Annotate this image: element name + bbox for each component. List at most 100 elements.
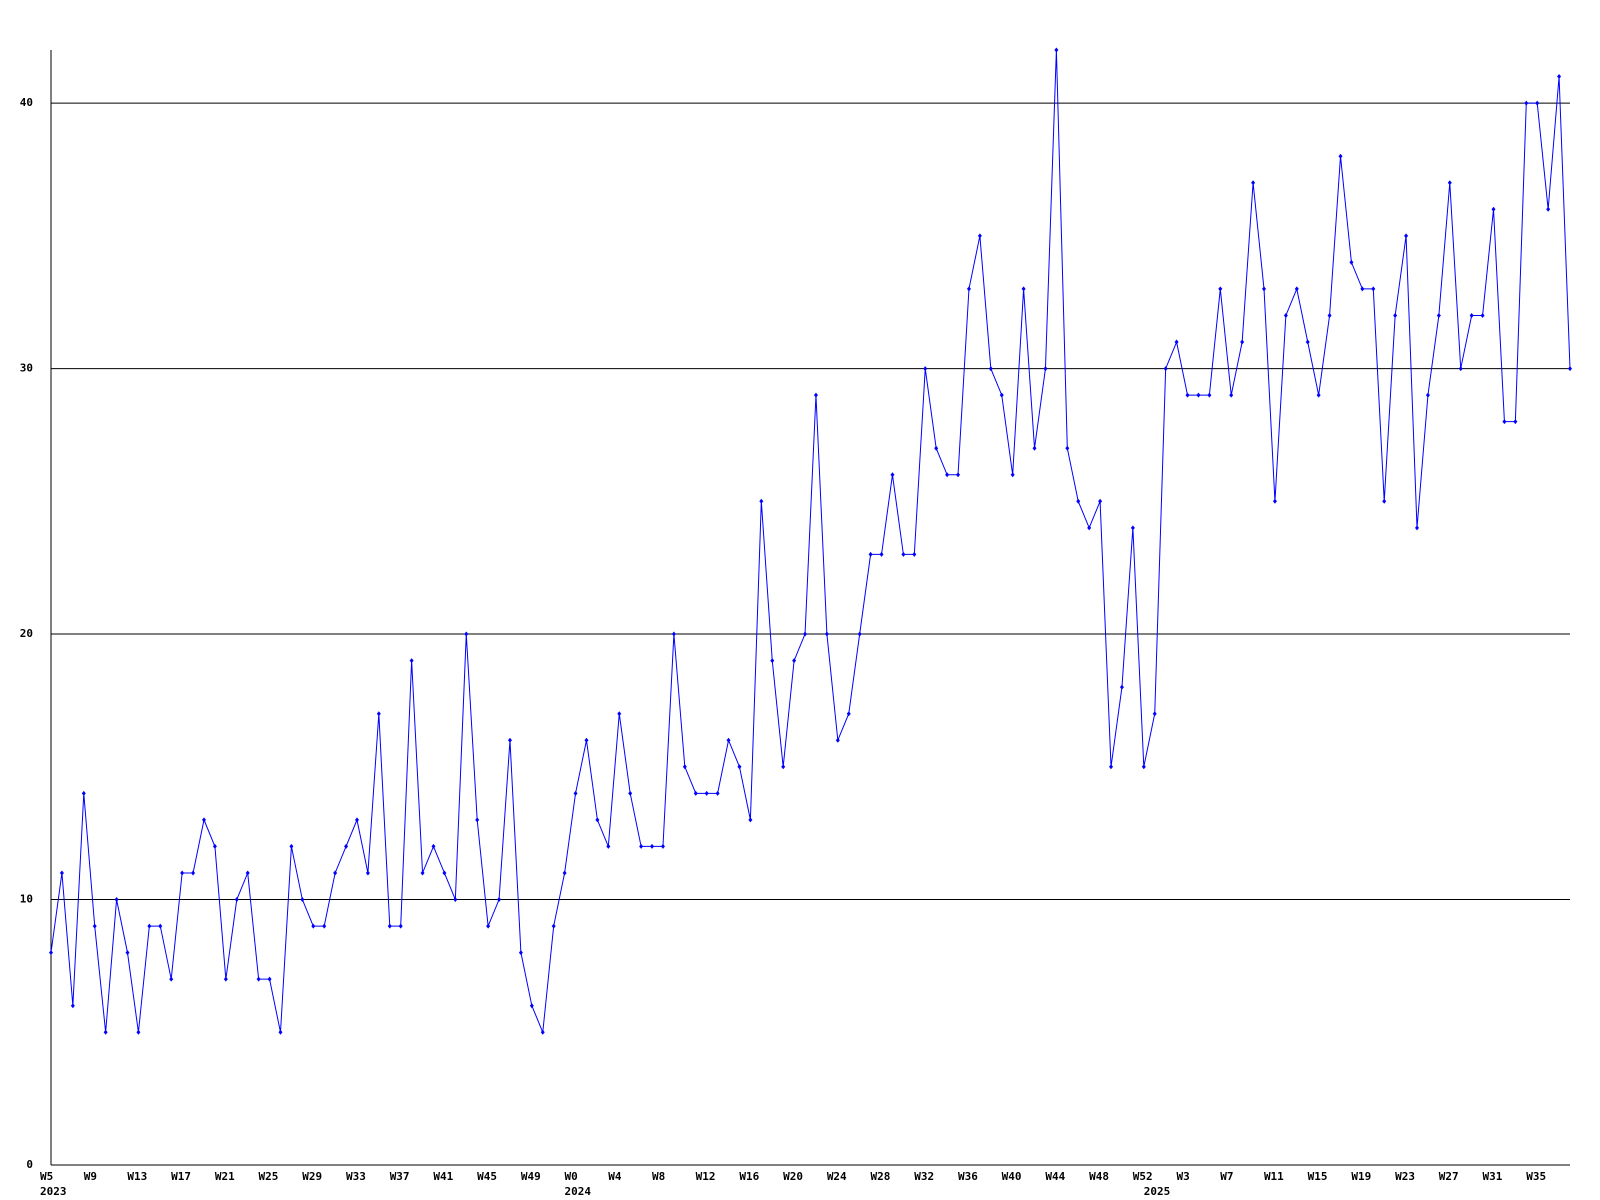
data-point (354, 817, 359, 823)
data-point (245, 870, 250, 876)
data-point (1546, 206, 1551, 212)
data-point (267, 976, 272, 982)
data-point (1054, 47, 1059, 53)
data-point (803, 631, 808, 637)
data-point (1065, 445, 1070, 451)
data-point (540, 1029, 545, 1035)
data-point (1513, 419, 1518, 425)
x-tick-label: W21 (215, 1170, 235, 1183)
data-point (1174, 339, 1179, 345)
data-line (50, 49, 1571, 1033)
x-tick-label: W0 (565, 1170, 578, 1183)
x-tick-label: W11 (1264, 1170, 1284, 1183)
data-point (1436, 312, 1441, 318)
data-point (114, 897, 119, 903)
data-point (212, 843, 217, 849)
data-point (1458, 366, 1463, 372)
data-point (1557, 74, 1562, 80)
data-point (1316, 392, 1321, 398)
data-point (1349, 259, 1354, 265)
x-year-label: 2025 (1144, 1185, 1171, 1198)
data-point (1032, 445, 1037, 451)
data-point (628, 790, 633, 796)
data-point (1141, 764, 1146, 770)
data-point (49, 950, 53, 956)
data-point (59, 870, 64, 876)
data-point (322, 923, 327, 929)
x-tick-label: W44 (1045, 1170, 1065, 1183)
data-point (824, 631, 829, 637)
data-point (988, 366, 993, 372)
x-tick-label: W41 (433, 1170, 453, 1183)
data-point (671, 631, 676, 637)
data-point (606, 843, 611, 849)
data-point (453, 897, 458, 903)
data-point (1491, 206, 1496, 212)
x-tick-label: W20 (783, 1170, 803, 1183)
data-point (1469, 312, 1474, 318)
data-point (857, 631, 862, 637)
data-point (1425, 392, 1430, 398)
data-point (693, 790, 698, 796)
x-tick-label: W36 (958, 1170, 978, 1183)
data-point (191, 870, 196, 876)
data-point (81, 790, 86, 796)
data-point (387, 923, 392, 929)
data-point (945, 472, 950, 478)
data-point (1480, 312, 1485, 318)
data-point (311, 923, 316, 929)
data-point (1229, 392, 1234, 398)
data-point (573, 790, 578, 796)
x-tick-label: W37 (390, 1170, 410, 1183)
data-point (1294, 286, 1299, 292)
x-tick-label: W32 (914, 1170, 934, 1183)
data-point (1185, 392, 1190, 398)
data-point (1087, 525, 1092, 531)
data-point (770, 658, 775, 664)
x-tick-label: W24 (827, 1170, 847, 1183)
y-tick-label: 0 (26, 1158, 33, 1171)
data-point (966, 286, 971, 292)
data-point (868, 551, 873, 557)
data-point (1535, 100, 1540, 106)
data-point (1130, 525, 1135, 531)
data-point (464, 631, 469, 637)
data-point (1262, 286, 1267, 292)
data-point (1152, 711, 1157, 717)
data-point (1021, 286, 1026, 292)
data-point (1272, 498, 1277, 504)
y-tick-label: 20 (20, 627, 33, 640)
data-point (475, 817, 480, 823)
x-tick-label: W33 (346, 1170, 366, 1183)
data-point (617, 711, 622, 717)
data-point (180, 870, 185, 876)
x-tick-label: W12 (696, 1170, 716, 1183)
data-point (518, 950, 523, 956)
data-point (956, 472, 961, 478)
data-point (1119, 684, 1124, 690)
x-tick-label: W29 (302, 1170, 322, 1183)
data-point (234, 897, 239, 903)
data-point (1305, 339, 1310, 345)
data-point (551, 923, 556, 929)
data-point (759, 498, 764, 504)
data-point (737, 764, 742, 770)
x-year-label: 2024 (565, 1185, 592, 1198)
data-point (1338, 153, 1343, 159)
data-point (1360, 286, 1365, 292)
data-point (813, 392, 818, 398)
data-point (1371, 286, 1376, 292)
data-point (562, 870, 567, 876)
x-tick-label: W3 (1177, 1170, 1190, 1183)
data-point (977, 233, 982, 239)
x-tick-label: W5 (40, 1170, 53, 1183)
data-point (912, 551, 917, 557)
x-tick-label: W49 (521, 1170, 541, 1183)
x-tick-label: W16 (739, 1170, 759, 1183)
data-point (409, 658, 414, 664)
data-point (1447, 180, 1452, 186)
x-tick-label: W9 (84, 1170, 97, 1183)
data-point (1218, 286, 1223, 292)
data-point (1404, 233, 1409, 239)
